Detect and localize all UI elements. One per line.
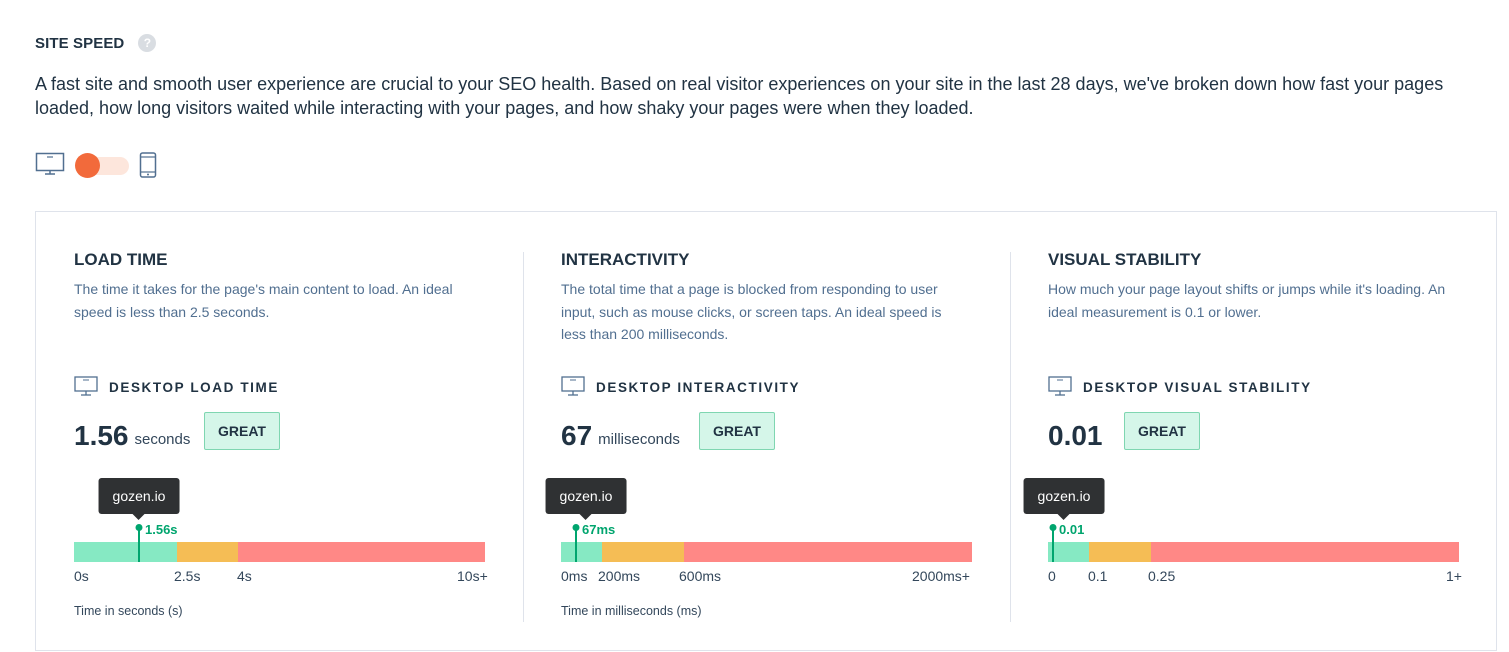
device-toggle[interactable]: [35, 152, 157, 178]
intro-text: A fast site and smooth user experience a…: [35, 74, 1444, 118]
score-marker-label: 0.01: [1059, 522, 1085, 537]
metric-value: 1.56: [74, 420, 129, 451]
bar-segment-poor: [1151, 542, 1459, 562]
bar-segment-good: [74, 542, 177, 562]
metrics-card: LOAD TIME The time it takes for the page…: [35, 211, 1497, 651]
metric-label-text: DESKTOP INTERACTIVITY: [596, 379, 801, 395]
mobile-icon[interactable]: [139, 152, 157, 178]
axis-tick: 2000ms+: [912, 568, 970, 584]
switch-knob[interactable]: [75, 153, 100, 178]
bar-segment-needs-improvement: [602, 542, 684, 562]
score-marker-dot: [135, 524, 143, 531]
axis-tick: 10s+: [457, 568, 488, 584]
axis-tick: 0.25: [1148, 568, 1176, 584]
axis-tick: 0ms: [561, 568, 588, 584]
score-bar: [561, 542, 972, 562]
metric-label-text: DESKTOP LOAD TIME: [109, 379, 279, 395]
score-marker-dot: [572, 524, 580, 531]
axis-tick: 200ms: [598, 568, 641, 584]
axis-tick: 4s: [237, 568, 252, 584]
help-icon[interactable]: ?: [138, 34, 157, 52]
rating-badge: GREAT: [699, 412, 775, 450]
axis-tick: 0s: [74, 568, 89, 584]
site-tooltip: gozen.io: [98, 478, 180, 520]
rating-badge: GREAT: [1124, 412, 1200, 450]
bar-segment-needs-improvement: [1089, 542, 1151, 562]
bar-segment-needs-improvement: [177, 542, 238, 562]
bar-segment-good: [1048, 542, 1089, 562]
metric-description: The total time that a page is blocked fr…: [561, 281, 942, 342]
metric-label: DESKTOP LOAD TIME: [74, 376, 279, 398]
metric-unit: seconds: [134, 431, 191, 448]
site-tooltip: gozen.io: [1023, 478, 1105, 520]
bar-segment-poor: [238, 542, 485, 562]
axis-tick: 0.1: [1088, 568, 1108, 584]
metric-title: INTERACTIVITY: [561, 250, 690, 269]
score-marker-line: [575, 528, 577, 562]
metric-value: 67: [561, 420, 593, 451]
metric-description: How much your page layout shifts or jump…: [1048, 281, 1446, 320]
metric-value: 0.01: [1048, 420, 1103, 451]
axis-tick: 2.5s: [174, 568, 201, 584]
desktop-icon: [74, 376, 98, 396]
device-switch[interactable]: [75, 153, 129, 178]
score-marker-line: [138, 528, 140, 562]
metric-title: LOAD TIME: [74, 250, 168, 269]
axis-label: Time in seconds (s): [74, 604, 183, 618]
axis-tick: 600ms: [679, 568, 722, 584]
score-bar: [1048, 542, 1459, 562]
score-marker-label: 1.56s: [145, 522, 178, 537]
metric-description: The time it takes for the page's main co…: [74, 281, 453, 320]
column-divider: [1010, 252, 1011, 622]
metric-label: DESKTOP INTERACTIVITY: [561, 376, 800, 398]
axis-tick: 1+: [1446, 568, 1462, 584]
metric-value-row: 67 milliseconds: [561, 412, 680, 460]
column-divider: [523, 252, 524, 622]
axis-tick: 0: [1048, 568, 1056, 584]
desktop-icon[interactable]: [35, 152, 65, 178]
rating-badge: GREAT: [204, 412, 280, 450]
axis-label: Time in milliseconds (ms): [561, 604, 702, 618]
score-marker-dot: [1049, 524, 1057, 531]
metric-label-text: DESKTOP VISUAL STABILITY: [1083, 379, 1312, 395]
section-header: SITE SPEED ?: [35, 34, 157, 52]
metric-interactivity: INTERACTIVITY The total time that a page…: [545, 212, 981, 652]
metric-unit: milliseconds: [598, 431, 680, 448]
metric-value-row: 0.01: [1048, 412, 1103, 460]
metric-label: DESKTOP VISUAL STABILITY: [1048, 376, 1312, 398]
bar-segment-poor: [684, 542, 972, 562]
score-bar: [74, 542, 485, 562]
metric-value-row: 1.56 seconds: [74, 412, 190, 460]
score-marker-label: 67ms: [582, 522, 616, 537]
desktop-icon: [1048, 376, 1072, 396]
section-title: SITE SPEED: [35, 34, 125, 52]
score-marker-line: [1052, 528, 1054, 562]
metric-visual-stability: VISUAL STABILITY How much your page layo…: [1023, 212, 1468, 652]
site-tooltip: gozen.io: [545, 478, 627, 520]
bar-segment-good: [561, 542, 602, 562]
metric-load-time: LOAD TIME The time it takes for the page…: [74, 212, 494, 652]
metric-title: VISUAL STABILITY: [1048, 250, 1202, 269]
desktop-icon: [561, 376, 585, 396]
